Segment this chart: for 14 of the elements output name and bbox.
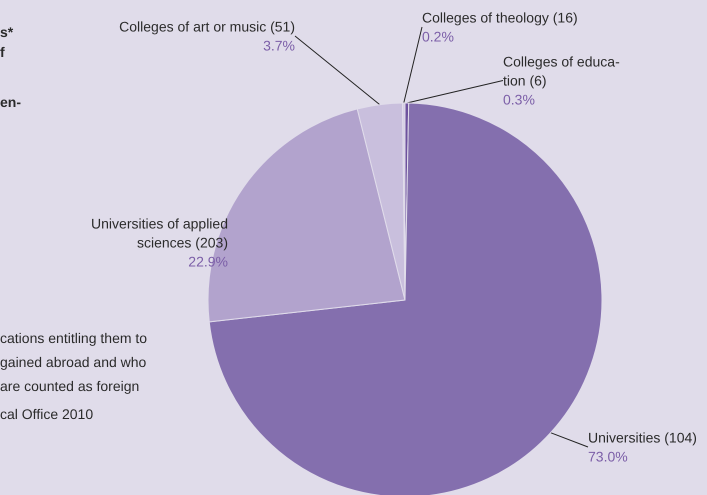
text: cal Office 2010 [0, 406, 94, 422]
text: s* [0, 24, 14, 40]
slice-label: Universities (104) [588, 430, 697, 446]
data-label: 0.2% [422, 28, 454, 44]
data-label: 22.9% [188, 254, 228, 270]
slice-label: Colleges of educa- tion (6) [503, 54, 620, 88]
data-label: 0.3% [503, 92, 535, 108]
data-label: 3.7% [263, 38, 295, 54]
slice-label: Universities of applied sciences (203) [91, 216, 228, 250]
text: f [0, 44, 5, 60]
slice-label: Colleges of theology (16) [422, 10, 578, 26]
slice-label: Colleges of art or music (51) [119, 18, 295, 34]
data-label: 73.0% [588, 448, 628, 464]
text: en- [0, 94, 22, 110]
